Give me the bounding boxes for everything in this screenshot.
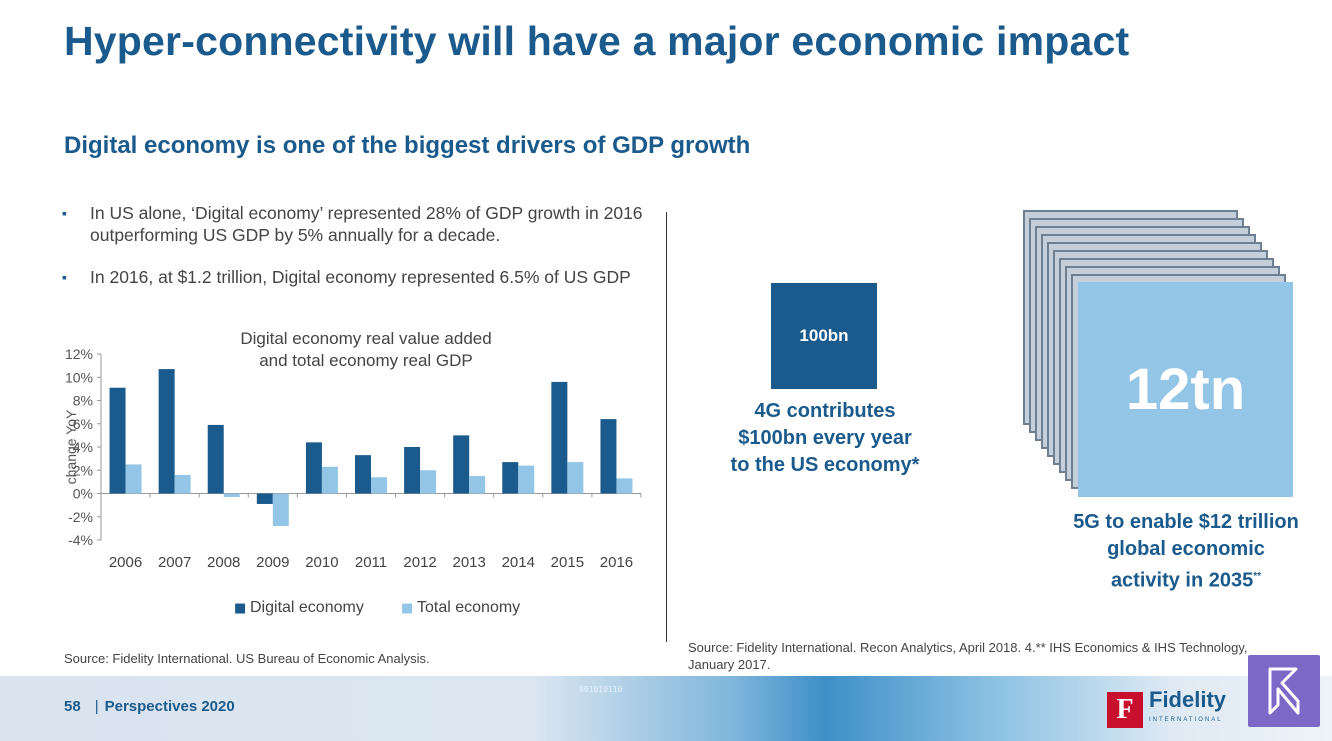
legend-swatch: ■ <box>401 601 413 616</box>
4g-caption-line: 4G contributes <box>754 400 896 422</box>
legend-swatch: ■ <box>234 601 246 616</box>
chart-title-line: and total economy real GDP <box>259 351 473 370</box>
slide-subtitle: Digital economy is one of the biggest dr… <box>64 132 751 159</box>
fidelity-logo: F Fidelity INTERNATIONAL <box>1107 687 1227 730</box>
footer-binary-code: 001010110 <box>579 685 623 694</box>
5g-caption-text: activity in 2035 <box>1110 569 1254 592</box>
x-tick-label: 2013 <box>452 554 485 571</box>
bar-total-economy-2007 <box>174 474 191 494</box>
bar-total-economy-2015 <box>567 462 584 494</box>
logo-word: Fidelity <box>1149 687 1227 712</box>
x-tick-label: 2009 <box>256 554 289 571</box>
x-tick-label: 2012 <box>403 554 436 571</box>
footnote-mark: ** <box>1253 571 1262 582</box>
corner-badge-icon <box>1268 667 1300 715</box>
y-tick-label: -2% <box>68 509 93 525</box>
bullet-text: In US alone, ‘Digital economy’ represent… <box>90 203 643 245</box>
x-tick-label: 2015 <box>551 554 584 571</box>
bar-digital-economy-2008 <box>207 424 224 494</box>
bullet-list: ▪ In US alone, ‘Digital economy’ represe… <box>62 202 652 308</box>
y-tick-label: 4% <box>73 439 93 455</box>
4g-caption-line: $100bn every year <box>738 427 912 449</box>
y-tick-label: 6% <box>73 416 93 432</box>
bar-digital-economy-2016 <box>600 419 617 494</box>
app-badge <box>1248 655 1320 727</box>
bar-total-economy-2010 <box>321 466 338 494</box>
column-divider <box>666 212 667 642</box>
x-tick-label: 2014 <box>502 554 535 571</box>
bar-total-economy-2008 <box>223 493 240 497</box>
y-tick-label: 8% <box>73 393 93 409</box>
bar-digital-economy-2007 <box>158 369 175 494</box>
5g-value-box: 12tn <box>1078 282 1293 497</box>
bar-total-economy-2012 <box>420 470 437 494</box>
bullet-icon: ▪ <box>62 205 67 221</box>
y-tick-label: -4% <box>68 532 93 548</box>
bullet-item: ▪ In 2016, at $1.2 trillion, Digital eco… <box>62 266 652 288</box>
page-number: 58 <box>64 698 81 715</box>
4g-caption: 4G contributes $100bn every year to the … <box>700 398 950 479</box>
bar-digital-economy-2010 <box>305 442 322 494</box>
bar-digital-economy-2015 <box>551 381 568 494</box>
footer-title: Perspectives 2020 <box>104 698 235 715</box>
y-tick-label: 12% <box>65 346 93 362</box>
bar-total-economy-2016 <box>616 478 633 494</box>
chart-title-line: Digital economy real value added <box>240 329 491 348</box>
bar-total-economy-2014 <box>518 465 535 494</box>
footer-label: 58 | Perspectives 2020 <box>64 698 235 715</box>
footer-separator: | <box>94 698 99 715</box>
bar-digital-economy-2013 <box>453 435 470 494</box>
5g-caption-line: 5G to enable $12 trillion <box>1073 511 1299 533</box>
5g-caption: 5G to enable $12 trillion global economi… <box>1050 509 1322 595</box>
y-tick-label: 0% <box>73 486 93 502</box>
bullet-icon: ▪ <box>62 269 67 285</box>
bullet-text: In 2016, at $1.2 trillion, Digital econo… <box>90 267 631 287</box>
x-tick-label: 2006 <box>109 554 142 571</box>
x-tick-label: 2010 <box>305 554 338 571</box>
y-axis-label: change YoY <box>63 409 79 484</box>
legend-label: Digital economy <box>250 599 364 616</box>
slide-title: Hyper-connectivity will have a major eco… <box>64 18 1130 64</box>
4g-value-box: 100bn <box>771 283 877 389</box>
bar-digital-economy-2006 <box>109 387 126 494</box>
source-note-left: Source: Fidelity International. US Burea… <box>64 651 430 666</box>
bar-digital-economy-2009 <box>256 493 273 504</box>
bar-digital-economy-2012 <box>404 447 421 494</box>
bar-total-economy-2011 <box>371 477 387 494</box>
x-tick-label: 2016 <box>600 554 633 571</box>
bar-total-economy-2006 <box>125 464 142 494</box>
x-tick-label: 2007 <box>158 554 191 571</box>
4g-caption-line: to the US economy* <box>730 454 920 476</box>
logo-subword: INTERNATIONAL <box>1149 717 1223 723</box>
bullet-item: ▪ In US alone, ‘Digital economy’ represe… <box>62 202 652 246</box>
5g-caption-line: global economic <box>1107 538 1265 560</box>
x-tick-label: 2008 <box>207 554 240 571</box>
fidelity-logo-icon: F <box>1107 692 1143 728</box>
bar-total-economy-2009 <box>272 493 289 527</box>
gdp-bar-chart: Digital economy real value added and tota… <box>63 329 642 616</box>
bar-digital-economy-2014 <box>502 462 519 494</box>
x-tick-label: 2011 <box>355 554 387 571</box>
legend-label: Total economy <box>417 599 520 616</box>
bar-total-economy-2013 <box>469 476 486 494</box>
fidelity-wordmark: Fidelity INTERNATIONAL <box>1149 687 1227 730</box>
source-note-right: Source: Fidelity International. Recon An… <box>688 640 1248 672</box>
y-tick-label: 10% <box>65 369 93 385</box>
bar-digital-economy-2011 <box>355 455 371 494</box>
y-tick-label: 2% <box>73 462 93 478</box>
5g-caption-line: activity in 2035** <box>1050 563 1322 595</box>
